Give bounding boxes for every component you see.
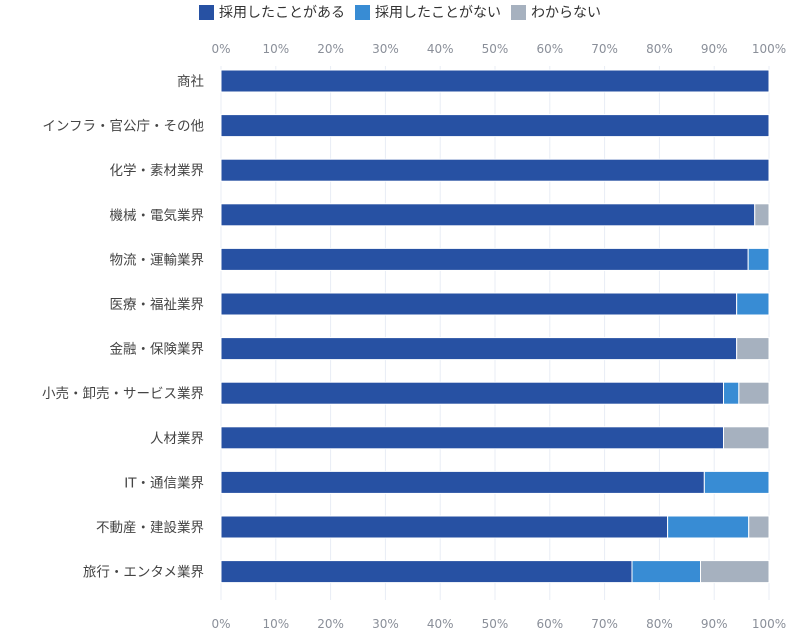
x-tick-label-top: 50% (482, 42, 509, 56)
x-tick-label-bottom: 50% (482, 617, 509, 631)
category-label: 不動産・建設業界 (96, 520, 204, 536)
bar-segment (631, 560, 701, 584)
x-tick-label-bottom: 70% (591, 617, 618, 631)
x-tick-label-bottom: 60% (536, 617, 563, 631)
category-label: 金融・保険業界 (110, 342, 205, 358)
x-tick-label-top: 90% (701, 42, 728, 56)
bar-segment (667, 515, 750, 539)
legend-label: 採用したことがある (219, 5, 345, 21)
bar-segment (736, 292, 770, 316)
x-tick-label-bottom: 20% (317, 617, 344, 631)
bar-segment (220, 381, 725, 405)
bar-segment (220, 470, 705, 494)
category-label: 化学・素材業界 (110, 163, 205, 179)
x-tick-label-bottom: 90% (701, 617, 728, 631)
bar-segment (747, 247, 770, 271)
legend-swatch (355, 4, 370, 20)
x-tick-label-bottom: 30% (372, 617, 399, 631)
legend: 採用したことがある 採用したことがない わからない (0, 0, 800, 24)
bar-segment (220, 292, 738, 316)
bar-segment (736, 337, 770, 361)
category-label: インフラ・官公庁・その他 (42, 119, 204, 135)
x-tick-label-top: 30% (372, 42, 399, 56)
bar-segment (754, 203, 770, 227)
legend-item[interactable]: 採用したことがある (199, 2, 345, 22)
category-label: 人材業界 (150, 431, 204, 447)
category-label: 商社 (177, 74, 204, 90)
legend-swatch (511, 4, 526, 20)
category-label: 医療・福祉業界 (110, 296, 205, 313)
x-tick-label-top: 40% (427, 42, 454, 56)
x-tick-label-top: 80% (646, 42, 673, 56)
bar-segment (220, 114, 770, 138)
x-tick-label-top: 0% (211, 42, 230, 56)
bar-segment (723, 426, 770, 450)
legend-label: わからない (531, 5, 601, 21)
bar-segment (220, 426, 725, 450)
category-label: IT・通信業界 (124, 475, 204, 491)
bar-segment (220, 203, 756, 227)
bar-segment (220, 69, 770, 93)
category-label: 機械・電気業界 (110, 208, 205, 224)
x-tick-label-bottom: 100% (752, 617, 786, 631)
bar-segment (703, 470, 770, 494)
x-tick-label-bottom: 40% (427, 617, 454, 631)
bar-segment (220, 337, 738, 361)
x-tick-label-bottom: 0% (211, 617, 230, 631)
legend-item[interactable]: 採用したことがない (355, 2, 501, 22)
x-tick-label-top: 60% (536, 42, 563, 56)
bar-segment (723, 381, 740, 405)
x-tick-label-top: 100% (752, 42, 786, 56)
bar-segment (700, 560, 770, 584)
category-label: 旅行・エンタメ業界 (83, 565, 204, 581)
legend-swatch (199, 4, 214, 20)
category-label: 物流・運輸業界 (110, 252, 205, 268)
x-tick-label-top: 10% (262, 42, 289, 56)
bar-segment (220, 158, 770, 182)
bar-segment (220, 515, 669, 539)
legend-item[interactable]: わからない (511, 2, 601, 22)
bar-segment (738, 381, 770, 405)
category-label: 小売・卸売・サービス業界 (42, 386, 204, 402)
bar-segment (220, 247, 749, 271)
x-tick-label-top: 70% (591, 42, 618, 56)
bar-segment (748, 515, 770, 539)
bar-segment (220, 560, 633, 584)
x-tick-label-bottom: 10% (262, 617, 289, 631)
x-tick-label-bottom: 80% (646, 617, 673, 631)
legend-label: 採用したことがない (375, 5, 501, 21)
x-tick-label-top: 20% (317, 42, 344, 56)
